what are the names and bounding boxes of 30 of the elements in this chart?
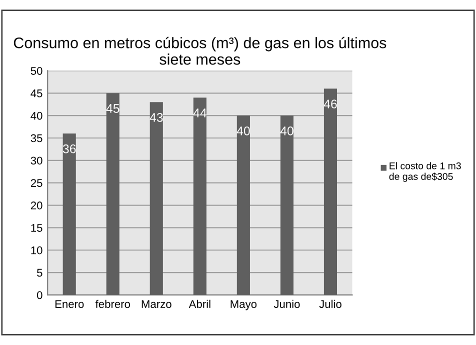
x-tick-label: Mayo [230,300,257,310]
y-tick-label: 45 [30,90,42,98]
bar [193,98,206,295]
y-tick-label: 35 [30,134,42,142]
chart-title: Consumo en metros cúbicos (m³) de gas en los últimos siete meses [14,36,386,65]
y-tick-label: 15 [31,224,42,232]
y-tick-label: 30 [30,156,42,165]
legend-label: El costo de 1 m3 de gas de$305 [389,162,461,182]
x-tick-label: Abril [188,300,210,308]
bar [106,93,120,295]
bar [236,116,250,295]
x-tick-label: Julio [319,300,342,308]
y-tick-label: 25 [30,179,42,187]
data-label: 43 [150,113,163,122]
y-tick-label: 50 [30,66,42,75]
bar [324,88,338,295]
data-label: 44 [193,108,207,118]
x-tick-label: Marzo [142,300,172,308]
x-tick-label: Junio [274,300,300,308]
y-tick-label: 40 [30,112,42,120]
y-tick-label: 20 [30,202,42,210]
data-label: 36 [62,144,76,154]
y-tick-label: 0 [36,291,42,300]
bar [150,102,163,295]
y-tick-label: 10 [31,246,42,254]
bar [62,134,76,295]
x-tick-label: febrero [95,300,130,308]
bar [280,116,294,295]
y-tick-label: 5 [37,268,42,277]
x-tick-label: Enero [55,300,84,308]
